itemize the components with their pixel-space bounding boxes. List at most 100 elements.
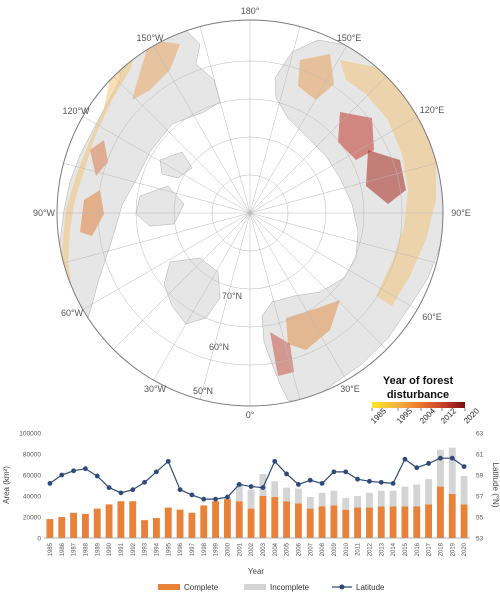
x-tick-2013: 2013	[379, 542, 385, 556]
bar-complete-1990	[105, 504, 113, 538]
latitude-point-2006	[296, 482, 301, 487]
bar-incomplete-2003	[259, 473, 267, 496]
bar-complete-1996	[176, 509, 184, 538]
x-tick-2006: 2006	[296, 542, 302, 556]
x-tick-2018: 2018	[438, 542, 444, 556]
x-tick-2015: 2015	[403, 542, 409, 556]
x-tick-2017: 2017	[427, 542, 433, 556]
lon-label-0: 0°	[246, 410, 255, 420]
latitude-point-2003	[260, 485, 266, 490]
area-latitude-chart: 0 20000 40000 60000 80000 100000 53 55 57 59 61 63 1…	[2, 431, 500, 593]
latitude-point-2018	[438, 455, 443, 461]
bar-complete-2014	[389, 506, 397, 538]
bar-complete-1999	[212, 501, 220, 538]
latitude-point-1997	[189, 492, 195, 498]
latitude-point-1985	[47, 481, 53, 486]
bar-incomplete-2019	[448, 447, 456, 494]
lat-label-60n: 60°N	[209, 342, 229, 352]
y-right-tick-55: 55	[476, 515, 484, 522]
x-tick-1986: 1986	[60, 542, 66, 556]
x-tick-1994: 1994	[154, 542, 160, 556]
latitude-point-2010	[343, 469, 349, 475]
bar-complete-2017	[425, 504, 433, 538]
bar-incomplete-2009	[330, 490, 338, 506]
latitude-point-1988	[83, 466, 88, 472]
y-right-tick-53: 53	[476, 536, 484, 543]
bar-complete-2003	[259, 496, 267, 538]
latitude-point-2004	[272, 458, 278, 464]
x-tick-1999: 1999	[214, 542, 220, 556]
x-tick-2016: 2016	[415, 542, 421, 556]
y-right-tick-59: 59	[476, 473, 484, 480]
legend-color-bar	[372, 402, 465, 408]
x-tick-1988: 1988	[83, 542, 89, 556]
y-left-tick-100000: 100000	[19, 431, 41, 438]
x-tick-2008: 2008	[320, 542, 326, 556]
bar-complete-2015	[401, 506, 409, 538]
y-left-tick-80000: 80000	[23, 452, 41, 459]
bar-incomplete-2014	[389, 490, 397, 507]
bar-incomplete-2007	[306, 497, 314, 509]
bar-incomplete-2010	[342, 498, 350, 510]
y-right-tick-61: 61	[476, 452, 484, 459]
latitude-point-1991	[118, 490, 124, 496]
x-tick-2019: 2019	[450, 542, 456, 556]
bar-complete-2001	[235, 501, 243, 538]
bar-incomplete-2002	[247, 489, 255, 509]
disturbance-speckle-eurasia	[270, 54, 436, 376]
x-tick-2009: 2009	[332, 542, 338, 556]
latitude-point-1995	[165, 458, 171, 464]
latitude-point-1990	[106, 485, 112, 490]
y-left-tick-20000: 20000	[23, 515, 41, 522]
bar-complete-2018	[436, 486, 444, 538]
y-axis-right-title: Latitude (°N)	[491, 463, 500, 508]
bar-incomplete-2020	[460, 476, 468, 505]
lon-label-150e: 150°E	[337, 33, 362, 43]
latitude-point-2009	[331, 469, 337, 475]
y-left-tick-60000: 60000	[23, 473, 41, 480]
map-legend: Year of forest disturbance	[369, 375, 481, 425]
bar-complete-2009	[330, 505, 338, 538]
latitude-point-2000	[225, 494, 230, 500]
latitude-point-2017	[426, 461, 431, 466]
bar-incomplete-2016	[413, 484, 421, 507]
latitude-point-2015	[402, 456, 408, 462]
bar-incomplete-2012	[365, 492, 373, 508]
lon-label-120w: 120°W	[62, 106, 90, 116]
x-tick-1998: 1998	[202, 542, 208, 556]
latitude-point-1998	[201, 496, 207, 502]
bar-complete-1989	[93, 508, 101, 538]
bar-complete-2005	[283, 501, 291, 538]
x-tick-1989: 1989	[95, 542, 101, 556]
latitude-point-2002	[248, 484, 254, 489]
latitude-point-2019	[449, 455, 455, 461]
bar-incomplete-2013	[377, 490, 385, 507]
x-tick-1992: 1992	[131, 542, 137, 556]
bar-complete-1992	[129, 501, 137, 538]
bar-complete-2007	[306, 508, 314, 538]
x-tick-2004: 2004	[273, 542, 279, 556]
x-tick-2007: 2007	[308, 542, 314, 556]
bar-complete-2004	[271, 497, 279, 538]
x-tick-2010: 2010	[344, 542, 350, 556]
y-left-tick-40000: 40000	[23, 494, 41, 501]
y-right-tick-63: 63	[476, 431, 484, 438]
bar-incomplete-2004	[271, 481, 279, 498]
meridian-lines	[57, 20, 443, 406]
bar-complete-1998	[200, 505, 208, 538]
bar-complete-1988	[81, 513, 89, 538]
x-tick-2001: 2001	[237, 542, 243, 556]
bar-incomplete-2001	[235, 483, 243, 502]
latitude-point-1987	[71, 468, 76, 474]
x-tick-1996: 1996	[178, 542, 184, 556]
bar-complete-2000	[223, 499, 231, 538]
x-tick-2005: 2005	[285, 542, 291, 556]
x-tick-2002: 2002	[249, 542, 255, 556]
polar-map: 180° 150°E 120°E 90°E 60°E 30°E 0° 30°W …	[33, 6, 481, 425]
north-america-landmass	[57, 20, 221, 331]
lon-label-90w: 90°W	[33, 208, 56, 218]
lon-label-30w: 30°W	[144, 384, 167, 394]
bar-complete-2011	[354, 507, 362, 538]
latitude-point-1994	[154, 469, 159, 475]
lon-label-60w: 60°W	[61, 308, 84, 318]
